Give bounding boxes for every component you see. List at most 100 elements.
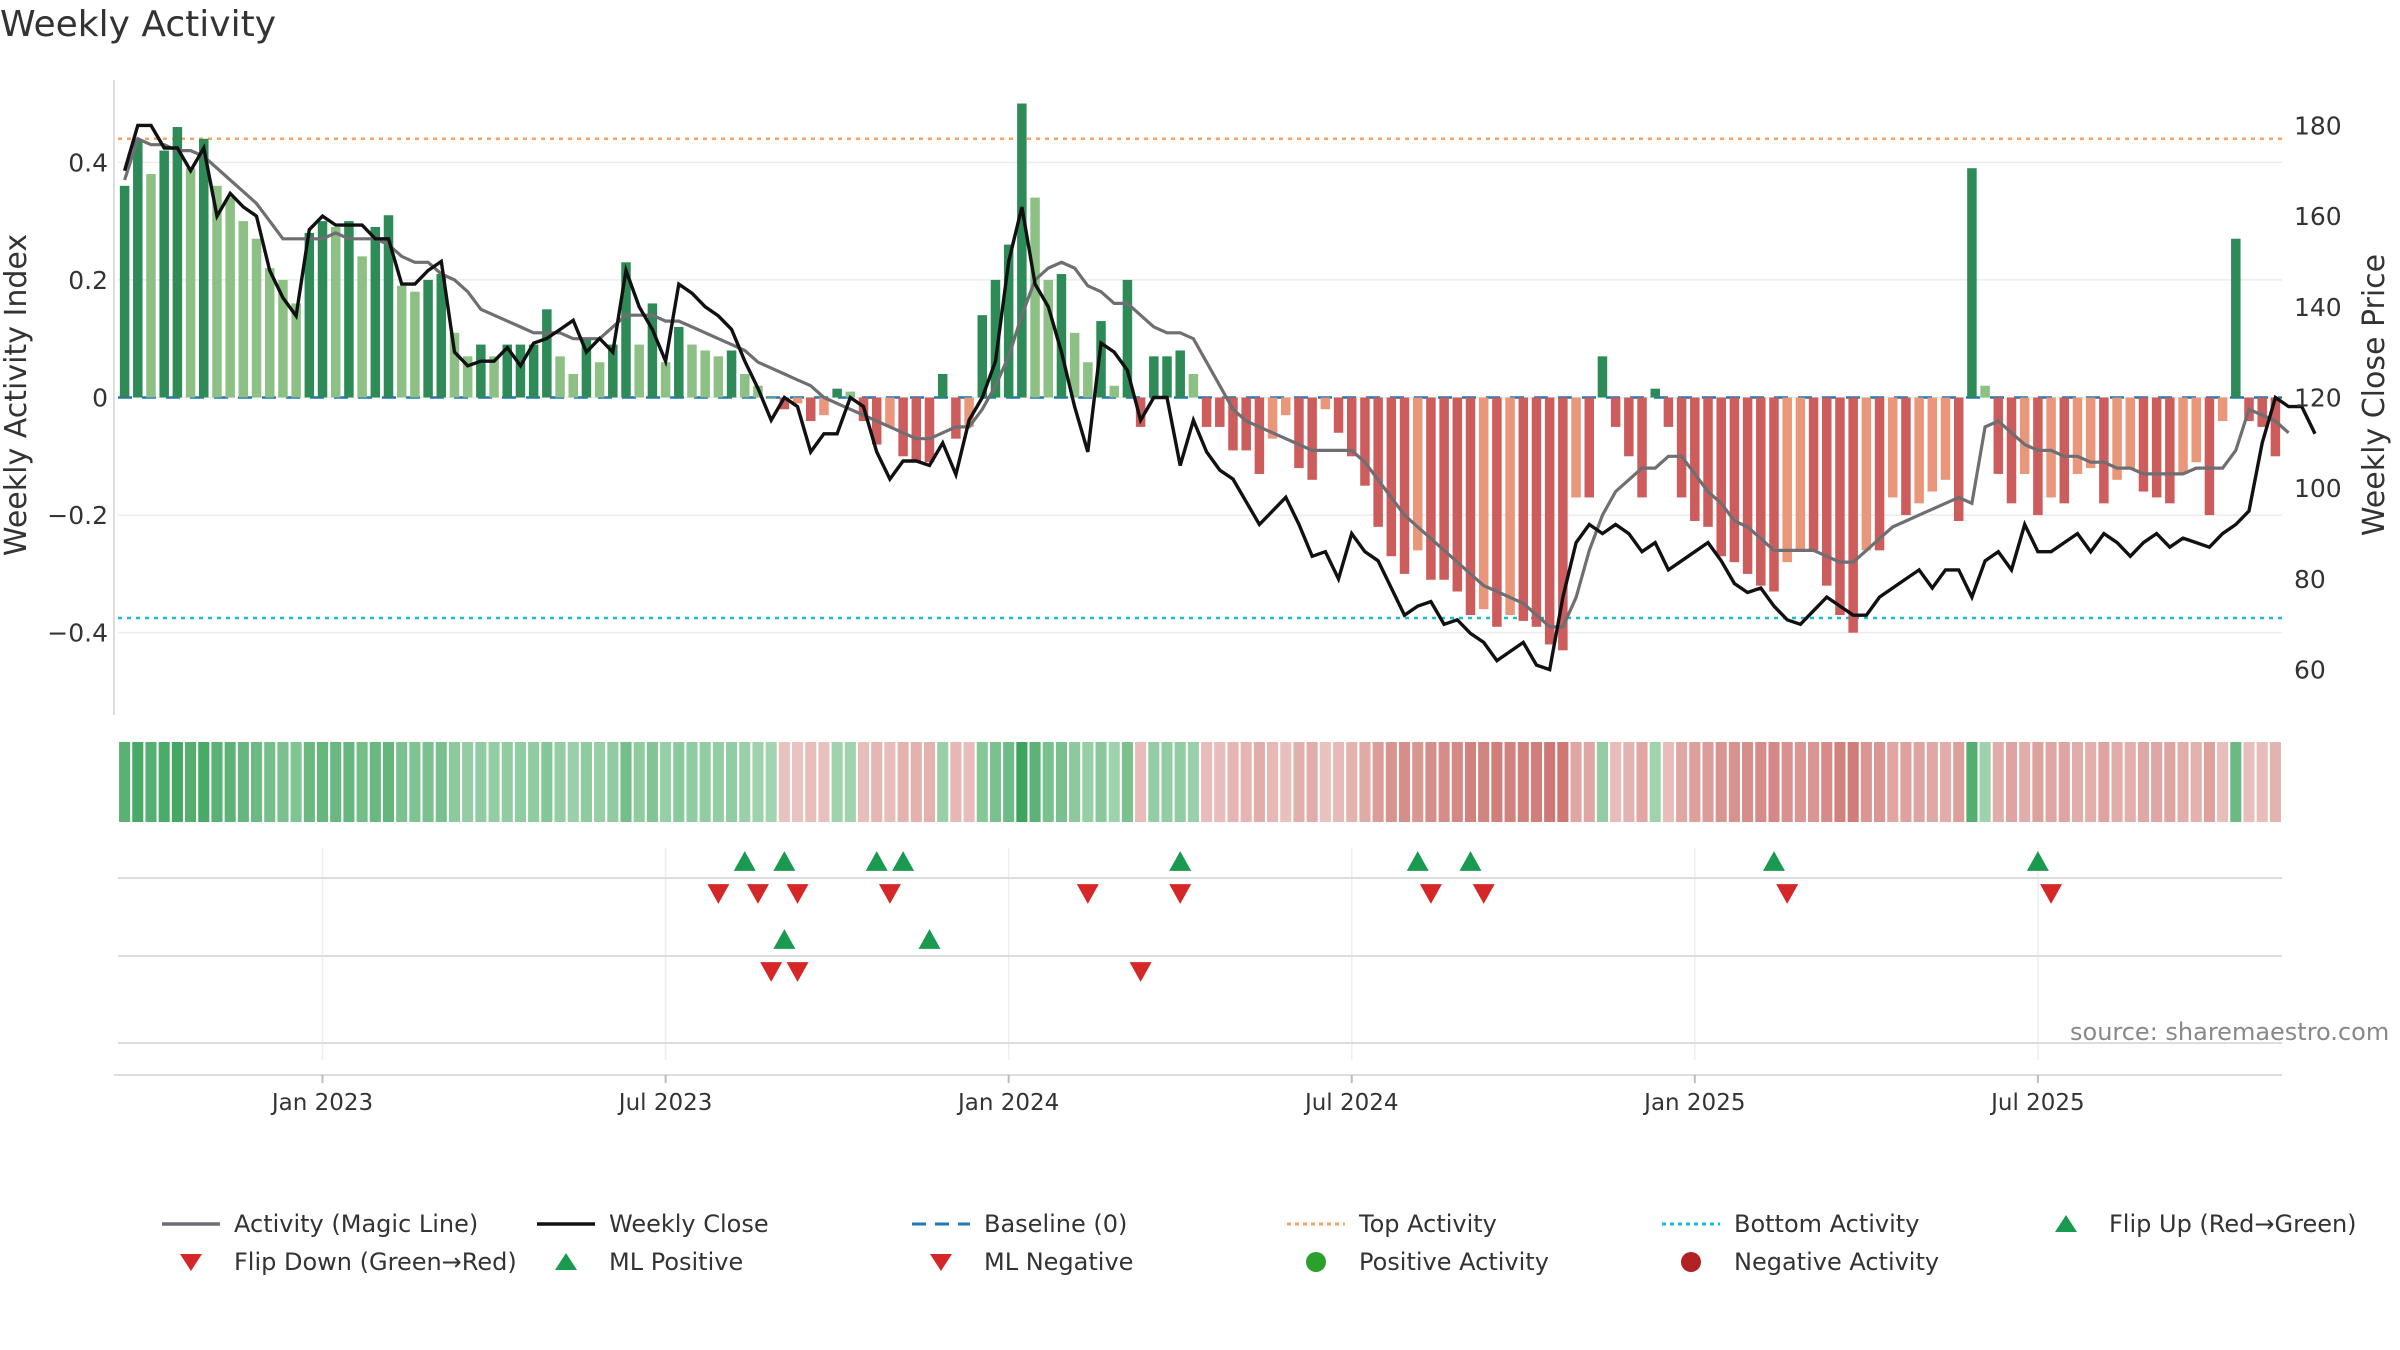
flip-up-marker: [865, 851, 888, 871]
heat-cell: [1095, 742, 1107, 822]
heat-cell: [211, 742, 223, 822]
activity-bar: [779, 397, 790, 410]
heat-cell: [1517, 742, 1529, 822]
legend-label: ML Positive: [609, 1248, 744, 1276]
x-tick-label: Jul 2023: [617, 1090, 713, 1116]
legend: Activity (Magic Line) Weekly Close Baselin…: [160, 1210, 2400, 1290]
activity-bar: [1122, 279, 1133, 398]
y-tick-label: 0.4: [68, 148, 108, 177]
activity-bar: [687, 344, 697, 398]
heat-cell: [1530, 742, 1543, 822]
activity-bar: [304, 232, 315, 398]
heat-cell: [1768, 742, 1780, 822]
heat-cell: [1781, 742, 1793, 822]
heat-cell: [1808, 742, 1820, 822]
flip-down-marker: [1076, 884, 1099, 904]
activity-bar: [1228, 397, 1238, 451]
activity-bar: [2270, 397, 2281, 457]
activity-bar: [1478, 397, 1489, 610]
activity-bar: [1953, 397, 1964, 521]
activity-bar: [2112, 397, 2122, 480]
activity-bar: [1030, 197, 1040, 398]
legend-label: Baseline (0): [984, 1210, 1128, 1238]
heat-cell: [2203, 742, 2215, 822]
activity-bar: [937, 373, 948, 398]
activity-bar: [2072, 397, 2083, 474]
activity-bar: [1769, 397, 1779, 592]
activity-bar: [832, 388, 842, 398]
flip-up-marker: [1762, 851, 1785, 871]
activity-bar: [2125, 397, 2136, 469]
activity-bar: [1056, 274, 1067, 398]
heat-cell: [699, 742, 711, 822]
heat-cell: [1280, 742, 1292, 822]
activity-bar: [2059, 397, 2070, 504]
heat-cell: [646, 742, 658, 822]
ml-positive-marker: [773, 929, 796, 949]
activity-bar: [133, 138, 143, 398]
activity-bar: [581, 338, 592, 398]
activity-bar: [1914, 397, 1924, 504]
flip-down-marker: [2040, 884, 2063, 904]
activity-bar: [568, 373, 578, 398]
activity-bar: [1452, 397, 1463, 592]
activity-bar: [1003, 244, 1014, 398]
legend-label: Weekly Close: [609, 1210, 769, 1238]
heat-cell: [805, 742, 817, 822]
activity-bar: [172, 127, 183, 398]
heat-cell: [1504, 742, 1516, 822]
heat-cell: [1451, 742, 1463, 822]
activity-bar: [199, 138, 209, 398]
activity-bar: [515, 344, 526, 398]
heat-cell: [435, 742, 447, 822]
heat-cell: [2058, 742, 2070, 822]
flip-down-marker: [707, 884, 730, 904]
heat-cell: [910, 742, 922, 822]
axes: 0.4 0.2 0 −0.2 −0.4 180 160 140 120 100 80 60: [47, 80, 2342, 715]
activity-bar: [885, 397, 895, 427]
heat-cell: [2071, 742, 2084, 822]
line-swatch-icon: [162, 1222, 220, 1226]
heat-cell: [1926, 742, 1938, 822]
activity-bar: [383, 215, 394, 398]
activity-bar: [159, 150, 169, 398]
activity-bar: [119, 185, 130, 398]
heat-cell: [1689, 742, 1701, 822]
activity-bar: [2046, 397, 2056, 498]
activity-bar: [898, 397, 908, 457]
heat-cell: [607, 742, 619, 822]
activity-bar: [1188, 373, 1199, 398]
heat-cell: [567, 742, 579, 822]
heat-cell: [1702, 742, 1714, 822]
triangle-down-icon: [930, 1254, 952, 1271]
activity-bar: [2217, 397, 2228, 422]
triangle-up-icon: [2055, 1215, 2077, 1232]
magic-line: [123, 136, 2290, 629]
heat-cell: [1227, 742, 1239, 822]
activity-bar: [911, 397, 922, 463]
heat-cell: [594, 742, 606, 822]
heat-cell: [1478, 742, 1490, 822]
legend-item: Activity (Magic Line): [160, 1210, 478, 1238]
heat-cell: [1676, 742, 1688, 822]
heat-cell: [673, 742, 685, 822]
activity-bar: [1426, 397, 1436, 580]
heat-cell: [2217, 742, 2229, 822]
activity-bar: [660, 362, 671, 398]
heat-cell: [1201, 742, 1213, 822]
heat-cell: [1953, 742, 1965, 822]
heat-cell: [369, 742, 381, 822]
legend-label: Bottom Activity: [1734, 1210, 1920, 1238]
y2-tick-label: 180: [2294, 111, 2342, 140]
legend-label: Flip Down (Green→Red): [234, 1248, 517, 1276]
x-tick-label: Jan 2024: [956, 1090, 1059, 1116]
activity-bar: [1584, 397, 1595, 498]
heat-cell: [937, 742, 949, 822]
activity-bar: [674, 326, 684, 398]
activity-bar: [608, 344, 618, 398]
activity-bar: [977, 315, 988, 398]
y2-tick-label: 80: [2294, 565, 2326, 594]
activity-bar: [1822, 397, 1832, 586]
heat-cell: [1464, 742, 1477, 822]
heat-cell: [2111, 742, 2123, 822]
